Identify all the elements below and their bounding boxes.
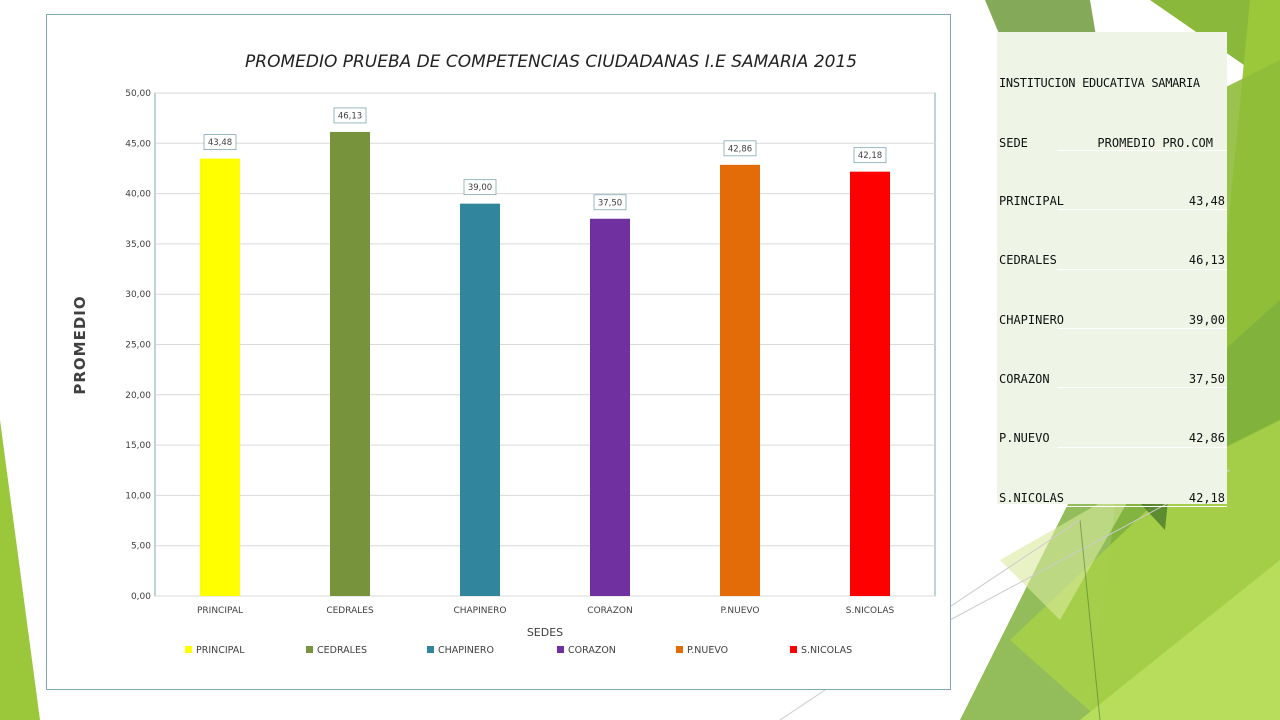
data-label: 37,50 [598, 198, 622, 208]
table-rule [1057, 209, 1227, 211]
y-axis-ticks: 0,00 5,00 10,00 15,00 20,00 25,00 30,00 35,00 40… [125, 89, 151, 602]
x-category-label: CHAPINERO [453, 606, 506, 616]
legend-entry: P.NUEVO [687, 645, 728, 656]
legend-swatch [185, 646, 192, 653]
gridlines [155, 92, 935, 597]
y-tick-label: 15,00 [125, 441, 151, 451]
legend-swatch [306, 646, 313, 653]
table-cell-sede: CHAPINERO [999, 312, 1065, 327]
legend-entry: S.NICOLAS [801, 645, 852, 656]
y-tick-label: 10,00 [125, 491, 151, 501]
y-tick-label: 35,00 [125, 240, 151, 250]
table-rule [1057, 387, 1227, 389]
table-rule [1057, 505, 1227, 507]
legend-entry: CEDRALES [317, 645, 367, 656]
table-rule [1057, 150, 1227, 151]
x-axis-title: SEDES [527, 626, 563, 639]
x-category-label: CORAZON [587, 606, 632, 616]
legend: PRINCIPAL CEDRALES CHAPINERO CORAZON P.NUEVO… [185, 645, 852, 656]
x-axis-categories: PRINCIPAL CEDRALES CHAPINERO CORAZON P.NUEVO… [197, 606, 895, 616]
table-title: INSTITUCION EDUCATIVA SAMARIA [999, 76, 1200, 90]
legend-swatch [427, 646, 434, 653]
table-cell-sede: CORAZON [999, 371, 1050, 386]
chart-container: PROMEDIO PRUEBA DE COMPETENCIAS CIUDADAN… [46, 14, 951, 690]
data-label-box [853, 147, 887, 164]
bar-chart: PROMEDIO PRUEBA DE COMPETENCIAS CIUDADAN… [71, 52, 936, 656]
table-cell-promedio: 37,50 [1188, 371, 1225, 386]
table-cell-promedio: 39,00 [1188, 312, 1225, 327]
data-labels: 43,48 46,13 39,00 37,50 42,86 42,18 [203, 107, 887, 211]
legend-entry: CHAPINERO [438, 645, 494, 656]
bars [200, 131, 890, 597]
legend-entry: CORAZON [568, 645, 616, 656]
y-axis-title: PROMEDIO [71, 295, 89, 394]
table-cell-sede: P.NUEVO [999, 431, 1050, 446]
legend-swatch [790, 646, 797, 653]
y-tick-label: 25,00 [125, 341, 151, 351]
table-rule [1057, 446, 1227, 448]
bar-pnuevo [720, 164, 760, 596]
y-tick-label: 45,00 [125, 139, 151, 149]
y-tick-label: 20,00 [125, 391, 151, 401]
table-cell-sede: PRINCIPAL [999, 194, 1065, 208]
table-cell-promedio: 42,18 [1188, 490, 1225, 505]
data-label: 42,18 [858, 151, 882, 161]
x-category-label: CEDRALES [326, 606, 374, 616]
x-category-label: S.NICOLAS [846, 606, 895, 616]
table-cell-promedio: 42,86 [1188, 431, 1225, 446]
header-sede: SEDE [999, 136, 1028, 150]
data-label-box [203, 134, 237, 150]
bar-corazon [590, 218, 630, 596]
y-tick-label: 30,00 [125, 290, 151, 300]
legend-entry: PRINCIPAL [196, 645, 245, 656]
data-label: 42,86 [728, 144, 752, 154]
x-category-label: PRINCIPAL [197, 606, 243, 616]
y-tick-label: 5,00 [131, 542, 151, 552]
y-tick-label: 50,00 [125, 89, 151, 99]
bar-principal [200, 158, 240, 597]
bar-cedrales [330, 131, 370, 596]
data-label: 46,13 [338, 111, 362, 121]
table-rule [1057, 268, 1227, 270]
table-cell-sede: CEDRALES [999, 253, 1057, 268]
y-tick-label: 0,00 [131, 592, 151, 602]
table-rule [1057, 327, 1227, 329]
table-cell-promedio: 46,13 [1188, 253, 1225, 268]
legend-swatch [676, 646, 683, 653]
data-label: 43,48 [208, 138, 232, 148]
x-category-label: P.NUEVO [721, 606, 760, 616]
table-cell-promedio: 43,48 [1188, 194, 1225, 208]
data-table: INSTITUCION EDUCATIVA SAMARIA SEDE PROME… [997, 32, 1227, 507]
data-label-box [333, 107, 367, 124]
data-label-box [723, 140, 757, 157]
data-label: 39,00 [468, 183, 492, 193]
chart-title: PROMEDIO PRUEBA DE COMPETENCIAS CIUDADAN… [245, 52, 857, 72]
data-label-box [593, 194, 627, 211]
data-label-box [463, 179, 497, 196]
table-cell-sede: S.NICOLAS [999, 490, 1065, 505]
bar-chapinero [460, 203, 500, 596]
legend-swatch [557, 646, 564, 653]
bar-snicolas [850, 171, 890, 597]
y-tick-label: 40,00 [125, 190, 151, 200]
header-promedio: PROMEDIO PRO.COM [1097, 136, 1213, 150]
